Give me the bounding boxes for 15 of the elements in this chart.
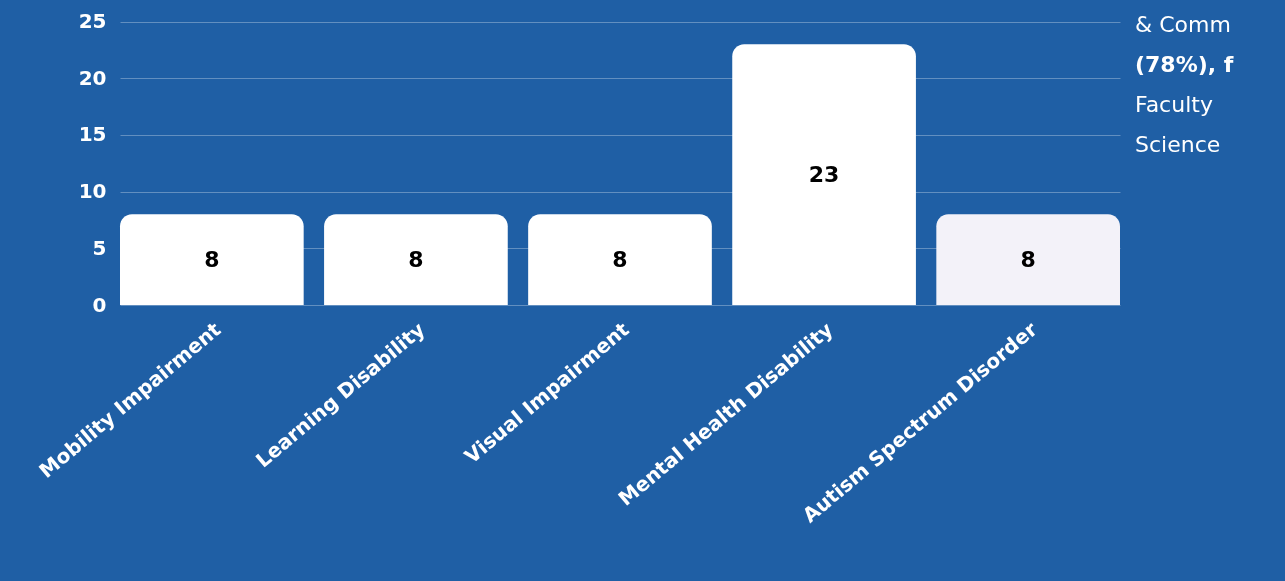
text: Faculty — [1135, 92, 1213, 117]
text: & Comm — [1135, 12, 1231, 37]
y-tick-label: 5 — [92, 235, 107, 260]
data-label: 8 — [408, 246, 424, 272]
data-label: 23 — [808, 161, 840, 187]
y-tick-label: 15 — [78, 122, 107, 147]
data-label: 8 — [204, 246, 220, 272]
data-label: 8 — [612, 246, 628, 272]
y-tick-label: 10 — [78, 179, 107, 204]
y-tick-label: 0 — [92, 292, 107, 317]
text: (78%), f — [1135, 52, 1234, 77]
y-tick-label: 25 — [78, 9, 107, 34]
y-tick-label: 20 — [78, 65, 107, 90]
text: Science — [1135, 132, 1221, 157]
data-label: 8 — [1020, 246, 1036, 272]
